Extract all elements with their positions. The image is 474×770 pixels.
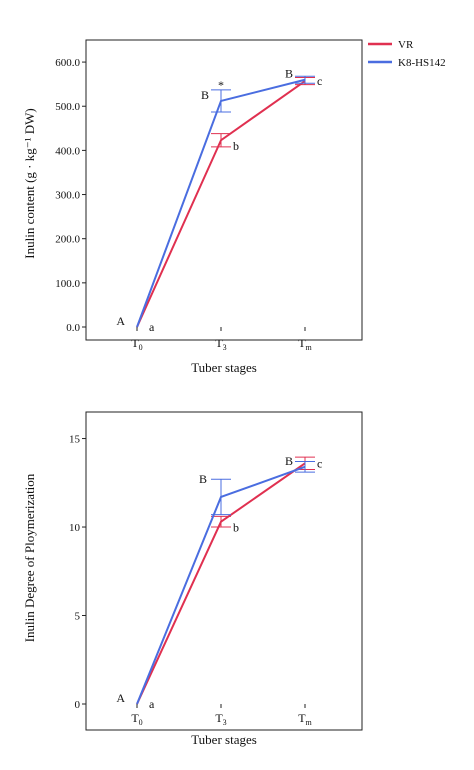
error-bar (211, 89, 231, 113)
chart-2-frame (85, 411, 363, 731)
series-line-k8-hs142 (136, 78, 306, 328)
annotation-letter: a (149, 320, 155, 334)
y-tick-label: 200.0 (55, 234, 80, 246)
error-bar (295, 75, 315, 84)
x-tick-label: T0 (131, 711, 142, 727)
x-tick-label: Tm (298, 336, 312, 352)
annotation-letter: * (218, 78, 224, 92)
annotation-letter: a (149, 697, 155, 711)
y-tick-label: 500.0 (55, 101, 80, 113)
x-tick-label: T3 (215, 711, 226, 727)
error-bar (295, 461, 315, 473)
y-tick-label: 300.0 (55, 190, 80, 202)
annotation-letter: b (233, 521, 239, 535)
x-tick-label: Tm (298, 711, 312, 727)
chart-1-frame (85, 39, 363, 341)
y-tick-label: 10 (69, 522, 81, 534)
chart-2: 0 5 10 15 T0 T3 Tm Tuber stages Inulin Degree of… (22, 434, 322, 747)
legend: VR K8-HS142 (368, 39, 446, 69)
legend-label-k8: K8-HS142 (398, 57, 446, 69)
x-tick-label: T0 (131, 336, 142, 352)
legend-label-vr: VR (398, 39, 414, 51)
annotation-letter: B (199, 472, 207, 486)
annotation-letter: c (317, 456, 322, 470)
y-axis-label: Inulin Degree of Ploymerization (22, 473, 37, 642)
y-tick-label: 100.0 (55, 278, 80, 290)
error-bar (211, 478, 231, 516)
y-tick-label: 600.0 (55, 57, 80, 69)
series-line-vr (136, 80, 306, 328)
y-tick-label: 15 (69, 434, 81, 446)
annotation-letter: c (317, 74, 322, 88)
y-tick-label: 400.0 (55, 145, 80, 157)
annotation-letter: A (116, 314, 125, 328)
x-tick-label: T3 (215, 336, 226, 352)
annotation-letter: b (233, 139, 239, 153)
y-axis-label: Inulin content (g · kg⁻¹ DW) (22, 108, 37, 258)
annotation-letter: B (285, 454, 293, 468)
error-bar (211, 133, 231, 148)
chart-1: 0.0 100.0 200.0 300.0 400.0 500.0 600.0 T0 T3 Tm T… (22, 57, 322, 375)
x-axis-label: Tuber stages (191, 360, 257, 375)
annotation-letter: B (285, 67, 293, 81)
annotation-letter: A (116, 691, 125, 705)
y-tick-label: 0 (75, 699, 81, 711)
x-axis-label: Tuber stages (191, 732, 257, 747)
annotation-letter: B (201, 88, 209, 102)
error-bar (211, 515, 231, 528)
y-tick-label: 0.0 (66, 322, 80, 334)
y-tick-label: 5 (75, 611, 81, 623)
